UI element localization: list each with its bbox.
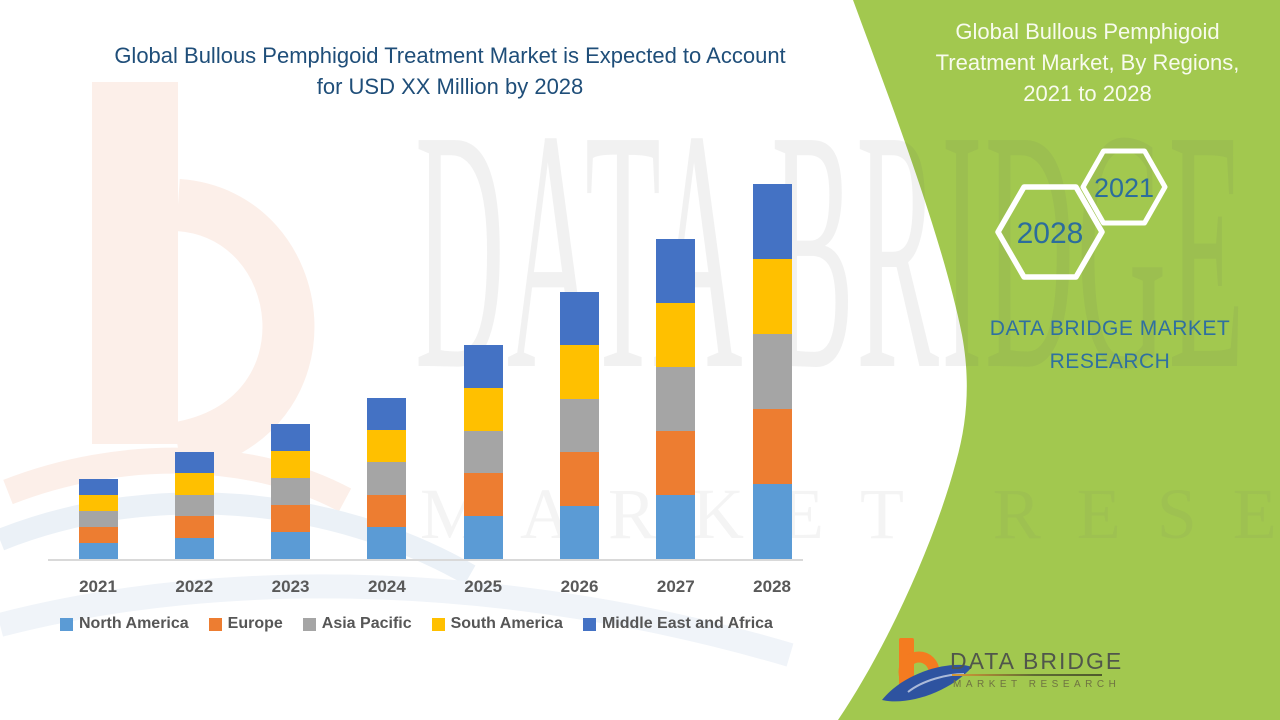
segment-2025-south-america <box>463 387 503 431</box>
segment-2025-europe <box>463 473 503 517</box>
segment-2021-asia-pacific <box>78 511 118 527</box>
bar-2023 <box>271 424 311 559</box>
hexagon-2028 <box>995 184 1105 280</box>
legend-item-europe: Europe <box>208 615 283 633</box>
brand-text-line2: RESEARCH <box>1049 350 1171 373</box>
segment-2022-europe <box>174 516 214 538</box>
segment-2025-north-america <box>463 516 503 559</box>
logo-underline <box>952 674 1102 676</box>
bar-2021 <box>78 479 118 559</box>
brand-text-line1: DATA BRIDGE MARKET <box>989 317 1231 340</box>
segment-2024-north-america <box>367 526 407 559</box>
bar-2026 <box>560 292 599 559</box>
segment-2027-south-america <box>656 303 696 367</box>
segment-2028-north-america <box>752 484 792 559</box>
segment-2027-europe <box>656 431 696 495</box>
chart-title-line2: for USD XX Million by 2028 <box>316 74 584 99</box>
x-axis-label-2021: 2021 <box>79 577 117 596</box>
segment-2028-south-america <box>752 259 792 334</box>
hexagon-2021 <box>1080 148 1168 226</box>
segment-2021-north-america <box>78 543 118 559</box>
legend-label: South America <box>450 615 563 632</box>
legend-swatch-icon <box>60 617 73 631</box>
legend-label: North America <box>79 615 189 632</box>
segment-2023-middle-east-and-africa <box>271 424 311 451</box>
segment-2028-asia-pacific <box>752 334 792 409</box>
legend-label: Asia Pacific <box>321 615 412 632</box>
legend-swatch-icon <box>431 617 445 631</box>
legend-item-south-america: South America <box>431 615 563 633</box>
x-axis-label-2024: 2024 <box>367 577 406 596</box>
segment-2026-middle-east-and-africa <box>560 292 599 346</box>
bar-2022 <box>174 452 214 559</box>
legend-item-asia-pacific: Asia Pacific <box>302 615 412 633</box>
bar-2024 <box>367 398 407 559</box>
segment-2026-europe <box>560 452 599 506</box>
legend-swatch-icon <box>208 617 222 631</box>
segment-2023-asia-pacific <box>271 478 311 505</box>
legend-label: Middle East and Africa <box>601 615 773 632</box>
bar-2025 <box>463 345 503 559</box>
year-hexagons: 2028 2021 <box>995 148 1168 280</box>
chart-legend: North America Europe Asia Pacific South Ame… <box>60 615 773 633</box>
side-panel-heading: Global Bullous Pemphigoid Treatment Mark… <box>920 16 1255 109</box>
segment-2024-europe <box>367 494 407 527</box>
segment-2026-south-america <box>560 345 599 399</box>
logo-tagline-text: MARKET RESEARCH <box>953 679 1121 690</box>
segment-2022-north-america <box>174 537 214 559</box>
chart-title: Global Bullous Pemphigoid Treatment Mark… <box>60 40 840 102</box>
hexagon-2021-label: 2021 <box>1094 173 1154 203</box>
segment-2024-south-america <box>367 430 407 463</box>
segment-2022-asia-pacific <box>174 494 214 517</box>
legend-swatch-icon <box>302 617 316 631</box>
hexagon-2028-label: 2028 <box>1017 217 1084 250</box>
segment-2025-middle-east-and-africa <box>463 345 503 388</box>
segment-2021-europe <box>78 527 118 543</box>
x-axis-label-2023: 2023 <box>271 577 310 596</box>
x-axis-label-2025: 2025 <box>464 577 503 596</box>
logo-name-text: DATA BRIDGE <box>950 648 1124 674</box>
segment-2028-middle-east-and-africa <box>752 184 792 259</box>
segment-2023-europe <box>271 505 311 532</box>
segment-2021-south-america <box>78 495 118 511</box>
segment-2027-asia-pacific <box>656 367 696 431</box>
side-panel-heading-line1: Global Bullous Pemphigoid <box>955 19 1220 44</box>
legend-item-middle-east-and-africa: Middle East and Africa <box>582 615 773 633</box>
x-axis-label-2022: 2022 <box>175 577 214 596</box>
bar-2028 <box>752 184 792 559</box>
x-axis-label-2028: 2028 <box>753 577 791 596</box>
side-panel-heading-line2: Treatment Market, By Regions, <box>935 50 1240 75</box>
side-panel-heading-line3: 2021 to 2028 <box>1023 81 1152 106</box>
segment-2028-europe <box>752 409 792 484</box>
legend-item-north-america: North America <box>60 615 189 633</box>
segment-2024-asia-pacific <box>367 462 407 495</box>
chart-title-line1: Global Bullous Pemphigoid Treatment Mark… <box>114 43 786 68</box>
segment-2026-north-america <box>560 505 599 559</box>
x-axis-label-2027: 2027 <box>656 577 695 596</box>
brand-text: DATA BRIDGE MARKET RESEARCH <box>960 312 1260 378</box>
segment-2026-asia-pacific <box>560 398 599 453</box>
segment-2024-middle-east-and-africa <box>367 398 407 431</box>
segment-2027-middle-east-and-africa <box>656 239 696 303</box>
legend-label: Europe <box>227 615 283 632</box>
x-axis-label-2026: 2026 <box>560 577 599 596</box>
segment-2023-south-america <box>271 451 311 478</box>
segment-2023-north-america <box>271 532 311 559</box>
segment-2022-middle-east-and-africa <box>174 452 214 474</box>
segment-2021-middle-east-and-africa <box>78 479 118 495</box>
segment-2025-asia-pacific <box>463 430 503 474</box>
legend-swatch-icon <box>582 617 596 631</box>
segment-2027-north-america <box>656 495 696 559</box>
green-panel-shape <box>838 0 1280 720</box>
bar-2027 <box>656 239 696 559</box>
segment-2022-south-america <box>174 473 214 495</box>
